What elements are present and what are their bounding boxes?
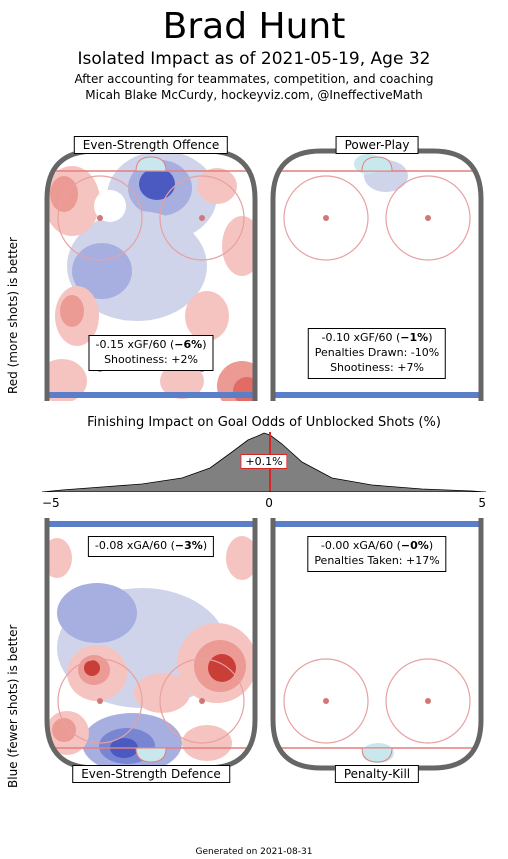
attribution-line1: After accounting for teammates, competit… <box>75 72 434 86</box>
attribution-line2: Micah Blake McCurdy, hockeyviz.com, @Ine… <box>85 88 422 102</box>
rink-label-pk: Penalty-Kill <box>335 765 419 783</box>
y-axis-label-offence: Red (more shots) is better <box>6 237 20 394</box>
finishing-value-badge: +0.1% <box>240 454 287 469</box>
rink-even-strength-offence: Even-Strength Offence <box>42 146 260 401</box>
footer-generated: Generated on 2021-08-31 <box>0 847 508 857</box>
stat-box-eso: -0.15 xGF/60 (−6%) Shootiness: +2% <box>88 335 213 371</box>
hist-tick-mid: 0 <box>265 496 273 510</box>
attribution: After accounting for teammates, competit… <box>0 71 508 103</box>
rink-even-strength-defence: -0.08 xGA/60 (−3%) Even-Strength Defence <box>42 518 260 773</box>
finishing-impact-section: Finishing Impact on Goal Odds of Unblock… <box>36 415 492 510</box>
stat-box-pp: -0.10 xGF/60 (−1%) Penalties Drawn: -10%… <box>308 328 446 379</box>
hist-tick-max: 5 <box>478 496 486 510</box>
finishing-impact-title: Finishing Impact on Goal Odds of Unblock… <box>36 415 492 430</box>
rink-penalty-kill: -0.00 xGA/60 (−0%) Penalties Taken: +17%… <box>268 518 486 773</box>
hist-tick-min: −5 <box>42 496 60 510</box>
finishing-histogram: +0.1% <box>42 432 486 492</box>
subtitle: Isolated Impact as of 2021-05-19, Age 32 <box>0 49 508 69</box>
stat-box-esd: -0.08 xGA/60 (−3%) <box>88 536 214 557</box>
stat-box-pk: -0.00 xGA/60 (−0%) Penalties Taken: +17% <box>307 536 446 572</box>
histogram-axis: −5 0 5 <box>42 496 486 510</box>
rinks-grid: Even-Strength Offence <box>36 146 492 773</box>
rink-label-pp: Power-Play <box>336 136 419 154</box>
player-name: Brad Hunt <box>0 6 508 47</box>
rink-power-play: Power-Play <box>268 146 486 401</box>
rink-label-eso: Even-Strength Offence <box>74 136 228 154</box>
rink-label-esd: Even-Strength Defence <box>72 765 230 783</box>
y-axis-label-defence: Blue (fewer shots) is better <box>6 625 20 788</box>
